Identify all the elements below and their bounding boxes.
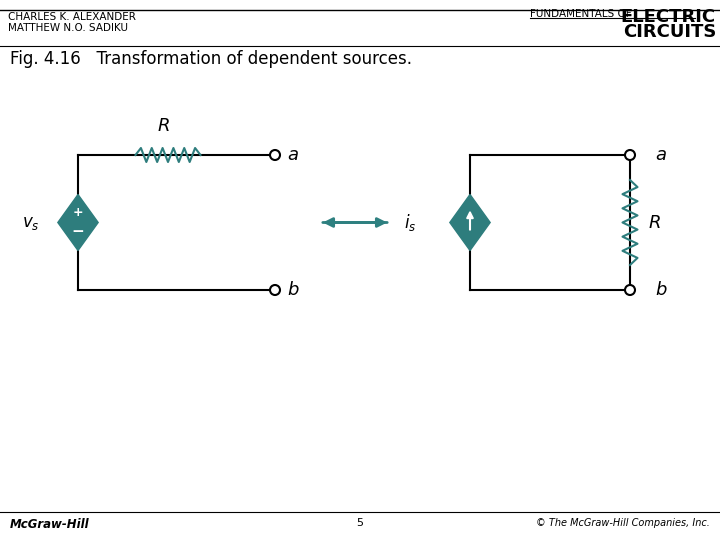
Text: Fig. 4.16   Transformation of dependent sources.: Fig. 4.16 Transformation of dependent so… <box>10 50 412 68</box>
Text: McGraw-Hill: McGraw-Hill <box>10 518 89 531</box>
Text: $b$: $b$ <box>655 281 667 299</box>
Text: CIRCUITS: CIRCUITS <box>623 23 716 41</box>
Circle shape <box>270 150 280 160</box>
Text: +: + <box>73 206 84 219</box>
Text: $R$: $R$ <box>648 213 661 232</box>
Text: $a$: $a$ <box>287 146 299 164</box>
Text: CHARLES K. ALEXANDER: CHARLES K. ALEXANDER <box>8 12 136 22</box>
Text: $i_s$: $i_s$ <box>404 212 416 233</box>
Polygon shape <box>58 194 98 251</box>
Text: MATTHEW N.O. SADIKU: MATTHEW N.O. SADIKU <box>8 23 128 33</box>
Text: −: − <box>71 224 84 239</box>
Text: $R$: $R$ <box>157 117 169 135</box>
Text: $b$: $b$ <box>287 281 300 299</box>
Text: © The McGraw-Hill Companies, Inc.: © The McGraw-Hill Companies, Inc. <box>536 518 710 528</box>
Circle shape <box>625 285 635 295</box>
Circle shape <box>270 285 280 295</box>
Text: FUNDAMENTALS OF: FUNDAMENTALS OF <box>530 9 631 19</box>
Text: ELECTRIC: ELECTRIC <box>621 8 716 26</box>
Polygon shape <box>450 194 490 251</box>
Text: 5: 5 <box>356 518 364 528</box>
Circle shape <box>625 150 635 160</box>
Text: $a$: $a$ <box>655 146 667 164</box>
Text: $v_s$: $v_s$ <box>22 213 40 232</box>
